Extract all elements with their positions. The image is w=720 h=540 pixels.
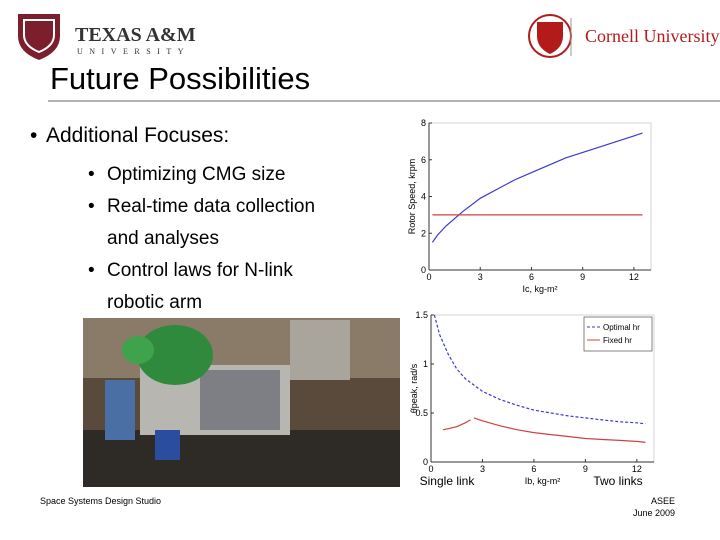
y-tick-label: 2 (421, 228, 426, 238)
y-tick-label: 1.5 (415, 310, 428, 320)
x-tick-label: 9 (580, 272, 585, 282)
y-tick-label: 4 (421, 192, 426, 202)
y-axis-label: θ̇peak, rad/s (409, 363, 419, 413)
sub-bullet-text: and analyses (107, 228, 219, 249)
slide-title: Future Possibilities (50, 61, 310, 96)
sub-bullets: • Optimizing CMG size • Real-time data coll… (88, 164, 315, 313)
x-tick-label: 0 (428, 464, 433, 474)
cornell-logo: Cornell University (528, 14, 719, 58)
sub-bullet-text: robotic arm (107, 292, 202, 313)
bullet-text: Additional Focuses: (46, 124, 229, 147)
sub-bullet-text: Optimizing CMG size (107, 164, 285, 185)
footer-left: Space Systems Design Studio (40, 496, 161, 506)
y-tick-label: 1 (423, 359, 428, 369)
x-tick-label: 9 (583, 464, 588, 474)
footer-right: June 2009 (633, 508, 675, 518)
bullet-mark: • (30, 124, 37, 147)
series-line (433, 314, 646, 425)
x-tick-label: 12 (629, 272, 639, 282)
charts: 0 3 6 9 12 0 2 4 6 8 Ic, kg-m² Rotor Speed, krpm 0 3 6… (407, 118, 655, 486)
y-axis-label: Rotor Speed, krpm (407, 159, 417, 235)
logo-subtext: UNIVERSITY (77, 47, 190, 56)
x-tick-label: 6 (531, 464, 536, 474)
series-line (431, 132, 643, 243)
legend-label: Fixed hr (603, 336, 632, 345)
y-tick-label: 0 (423, 457, 428, 467)
x-tick-label: 0 (426, 272, 431, 282)
x-tick-label: 6 (529, 272, 534, 282)
y-tick-label: 8 (421, 118, 426, 128)
series-line (442, 417, 646, 443)
photo (83, 318, 400, 487)
x-tick-label: 12 (632, 464, 642, 474)
footer-right: ASEE (651, 496, 675, 506)
sub-bullet-text: Control laws for N-link (107, 260, 293, 281)
legend-box (583, 316, 653, 352)
x-axis-label: Ic, kg-m² (523, 284, 558, 294)
logo-text: TEXAS A&M (75, 24, 196, 46)
tamu-logo: TEXAS A&M UNIVERSITY (18, 14, 196, 60)
bullet-mark: • (88, 164, 95, 185)
y-tick-label: 6 (421, 155, 426, 165)
y-tick-label: 0.5 (415, 408, 428, 418)
chart-caption: Two links (593, 474, 642, 488)
x-axis-label: Ib, kg-m² (525, 476, 561, 486)
sub-bullet-text: Real-time data collection (107, 196, 315, 217)
legend-label: Optimal hr (603, 323, 640, 332)
y-tick-label: 0 (421, 265, 426, 275)
bullet-mark: • (88, 196, 95, 217)
chart-caption: Single link (420, 474, 476, 488)
logo-text: Cornell University (585, 26, 719, 46)
x-tick-label: 3 (478, 272, 483, 282)
bullet-mark: • (88, 260, 95, 281)
x-tick-label: 3 (480, 464, 485, 474)
